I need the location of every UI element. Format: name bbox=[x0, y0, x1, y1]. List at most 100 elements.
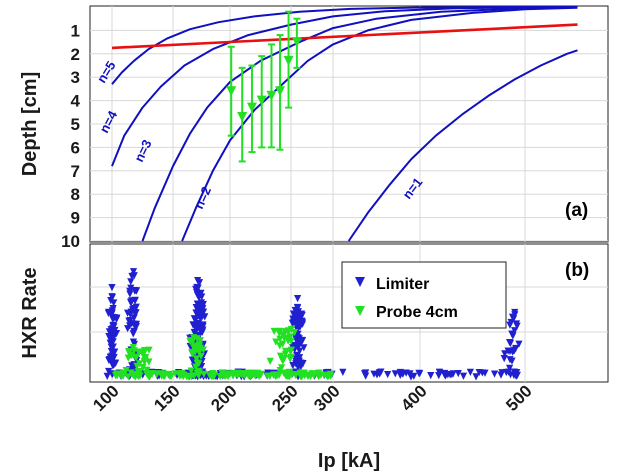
error-point-7 bbox=[291, 37, 302, 48]
marker-limiter bbox=[130, 305, 138, 313]
marker-probe bbox=[192, 355, 201, 363]
marker-probe bbox=[266, 372, 274, 380]
marker-limiter bbox=[199, 308, 208, 316]
marker-probe bbox=[283, 372, 291, 380]
marker-limiter bbox=[299, 360, 307, 368]
marker-limiter bbox=[130, 328, 138, 336]
marker-limiter bbox=[195, 279, 204, 287]
marker-limiter bbox=[192, 325, 200, 333]
marker-probe bbox=[279, 332, 287, 340]
panel-b-scatter bbox=[103, 268, 523, 381]
error-point-0 bbox=[226, 86, 237, 97]
y-tick-label-7: 8 bbox=[71, 185, 80, 204]
marker-probe bbox=[272, 371, 280, 379]
marker-probe bbox=[232, 370, 240, 378]
error-point-3 bbox=[256, 95, 267, 106]
x-tick-label-5: 400 bbox=[397, 381, 430, 414]
marker-limiter bbox=[300, 344, 308, 352]
marker-limiter bbox=[459, 372, 468, 380]
marker-probe bbox=[147, 369, 155, 378]
marker-limiter bbox=[193, 283, 201, 292]
legend-marker-probe bbox=[355, 306, 365, 316]
marker-probe bbox=[245, 372, 253, 380]
panel-a-curve-labels: n=5n=4n=3n=2 n=1 bbox=[94, 58, 426, 211]
curve-n=5 bbox=[111, 6, 578, 85]
marker-limiter bbox=[294, 308, 302, 316]
marker-probe bbox=[272, 338, 280, 346]
x-tick-label-2: 200 bbox=[207, 381, 240, 414]
marker-probe bbox=[177, 369, 185, 378]
legend-marker-limiter bbox=[355, 277, 365, 287]
y-tick-label-9: 10 bbox=[61, 232, 80, 251]
panel-b: (b) HXR Rate Limiter Probe 4cm 100 150 200… bbox=[19, 243, 609, 472]
marker-probe bbox=[187, 337, 195, 345]
marker-probe bbox=[187, 367, 195, 375]
marker-probe bbox=[158, 372, 166, 380]
curve-n=1 bbox=[347, 49, 578, 242]
marker-limiter bbox=[132, 287, 140, 295]
marker-probe bbox=[199, 346, 207, 354]
marker-limiter bbox=[126, 290, 134, 298]
marker-limiter bbox=[131, 296, 139, 304]
marker-limiter bbox=[427, 372, 435, 380]
x-tick-label-1: 150 bbox=[150, 381, 183, 414]
marker-probe bbox=[135, 372, 143, 380]
marker-probe bbox=[193, 335, 201, 343]
marker-probe bbox=[190, 372, 198, 380]
marker-probe bbox=[130, 347, 138, 355]
marker-limiter bbox=[108, 294, 116, 302]
marker-limiter bbox=[188, 356, 196, 364]
marker-probe bbox=[310, 372, 318, 380]
marker-limiter bbox=[505, 338, 514, 347]
marker-limiter bbox=[292, 357, 300, 366]
marker-limiter bbox=[127, 278, 135, 286]
panel-a-y-ticks: 1 2 3 4 5 6 7 8 9 10 bbox=[61, 21, 80, 251]
marker-probe bbox=[218, 369, 226, 377]
marker-probe bbox=[301, 371, 309, 380]
marker-limiter bbox=[295, 314, 303, 322]
marker-probe bbox=[132, 353, 141, 362]
marker-probe bbox=[171, 370, 179, 378]
marker-probe bbox=[287, 337, 295, 345]
marker-limiter bbox=[127, 298, 135, 306]
marker-limiter bbox=[449, 370, 457, 378]
marker-limiter bbox=[110, 314, 118, 322]
marker-limiter bbox=[294, 295, 302, 303]
marker-limiter bbox=[505, 364, 514, 372]
panel-a-y-axis-label: Depth [cm] bbox=[19, 72, 41, 176]
marker-limiter bbox=[288, 319, 296, 327]
marker-probe bbox=[193, 359, 201, 367]
x-tick-label-4: 300 bbox=[310, 381, 343, 414]
marker-limiter bbox=[454, 369, 462, 378]
marker-limiter bbox=[198, 301, 206, 309]
marker-probe bbox=[124, 373, 132, 381]
y-tick-label-4: 5 bbox=[71, 115, 80, 134]
marker-limiter bbox=[466, 368, 474, 376]
marker-probe bbox=[139, 363, 147, 372]
marker-probe bbox=[120, 369, 128, 378]
marker-limiter bbox=[500, 355, 508, 363]
error-point-6 bbox=[283, 55, 294, 66]
marker-limiter bbox=[126, 317, 134, 325]
panel-a-error-bars bbox=[226, 10, 302, 163]
y-tick-label-1: 2 bbox=[71, 45, 80, 64]
marker-limiter bbox=[109, 343, 117, 351]
x-tick-labels: 100 150 200 250 300 400 500 bbox=[89, 381, 535, 414]
marker-probe bbox=[296, 369, 305, 377]
marker-probe bbox=[188, 349, 196, 357]
marker-limiter bbox=[105, 367, 113, 376]
marker-limiter bbox=[201, 313, 209, 321]
marker-probe bbox=[164, 370, 172, 379]
curve-n=4 bbox=[111, 6, 578, 167]
marker-limiter bbox=[127, 284, 135, 292]
legend-box bbox=[341, 261, 507, 329]
marker-limiter bbox=[103, 372, 111, 381]
marker-limiter bbox=[294, 319, 303, 327]
marker-limiter bbox=[293, 303, 302, 312]
marker-limiter bbox=[490, 370, 499, 378]
marker-limiter bbox=[105, 328, 114, 336]
marker-probe bbox=[253, 371, 262, 379]
x-axis-label: Ip [kA] bbox=[318, 450, 380, 472]
y-tick-label-5: 6 bbox=[71, 138, 80, 157]
